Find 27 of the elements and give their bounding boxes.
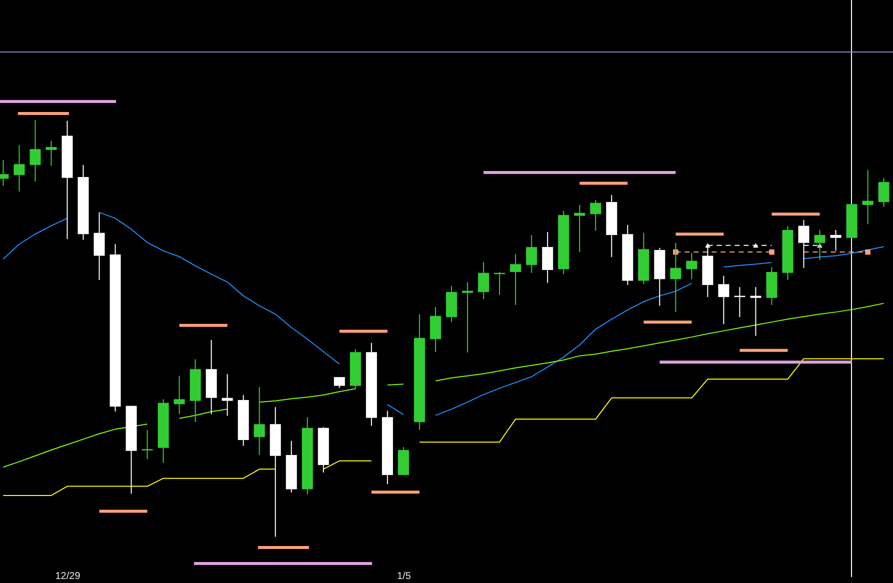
candlestick xyxy=(878,177,890,208)
candlestick xyxy=(14,144,25,192)
candlestick xyxy=(94,212,105,280)
candlestick xyxy=(526,234,538,274)
candlestick xyxy=(590,199,602,232)
candlestick xyxy=(670,242,682,313)
candlestick xyxy=(830,229,842,252)
candlestick xyxy=(718,275,730,325)
candlestick xyxy=(334,376,345,388)
candlestick xyxy=(574,204,586,253)
candlestick xyxy=(174,375,185,415)
candlestick xyxy=(686,252,698,280)
candlestick xyxy=(430,306,441,353)
candlestick xyxy=(542,232,554,284)
candlestick xyxy=(142,430,153,460)
x-tick-label: 1/5 xyxy=(397,571,412,582)
candlestick xyxy=(222,374,233,416)
candlestick xyxy=(478,262,490,300)
candlestick xyxy=(862,169,874,225)
candlestick xyxy=(750,286,762,336)
candlestick xyxy=(510,254,522,306)
x-tick-label: 12/29 xyxy=(55,571,81,582)
candlestick xyxy=(254,386,265,456)
candlestick xyxy=(462,282,474,353)
candlestick xyxy=(46,140,57,166)
candlestick xyxy=(814,229,826,260)
candlestick xyxy=(30,119,41,182)
